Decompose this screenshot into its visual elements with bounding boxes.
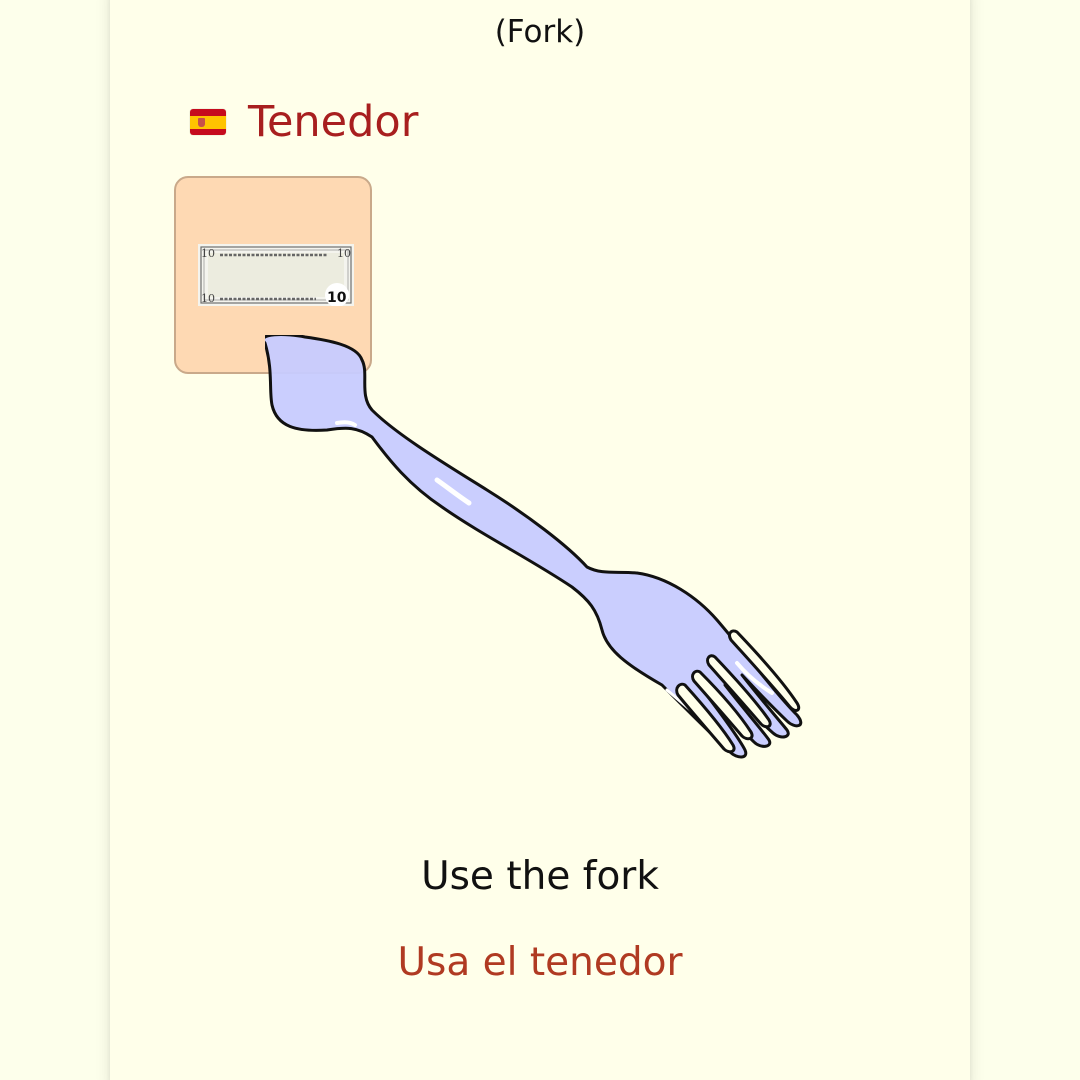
spanish-title-row: Tenedor xyxy=(190,94,418,150)
svg-text:10: 10 xyxy=(201,247,215,260)
spain-flag-icon xyxy=(190,109,226,135)
svg-text:10: 10 xyxy=(337,247,351,260)
svg-text:10: 10 xyxy=(327,290,347,306)
example-phrase-english: Use the fork xyxy=(421,854,659,899)
spanish-word: Tenedor xyxy=(248,97,419,147)
fork-icon xyxy=(265,335,803,759)
example-phrase-spanish: Usa el tenedor xyxy=(397,940,683,985)
english-word: (Fork) xyxy=(494,14,586,50)
ten-dollar-bill-icon: 10 10 10 10 xyxy=(198,244,354,306)
svg-text:10: 10 xyxy=(201,292,215,305)
lesson-card: (Fork) Tenedor 10 10 10 10 xyxy=(110,0,970,1080)
image-tile[interactable]: 10 10 10 10 xyxy=(174,176,372,374)
